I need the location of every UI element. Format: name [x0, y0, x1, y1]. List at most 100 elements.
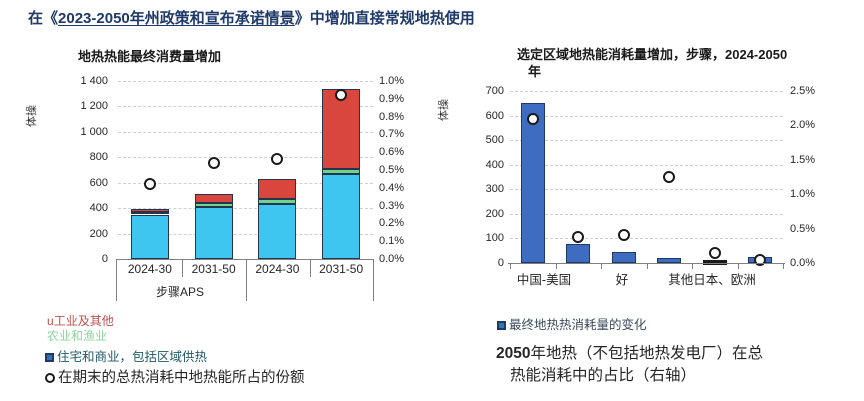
left-gridline	[118, 106, 373, 108]
caption-year: 2050	[496, 345, 531, 362]
share-dot	[708, 246, 721, 259]
bar-segment-red_bar	[130, 209, 169, 212]
right-chart-left-axis-tick-label: 700	[485, 85, 504, 97]
left-chart-y-axis-label: 体操	[26, 105, 38, 127]
category-tick	[646, 263, 648, 269]
left-axis-tick-label: 0	[101, 253, 108, 265]
left-chart-right-axis-tick-label: 0.3%	[379, 199, 405, 212]
right-chart-right-axis-tick-label: 2.5%	[790, 85, 816, 97]
category-tick	[601, 263, 602, 269]
share-dot	[207, 156, 220, 169]
bar-segment-cyan_bar	[322, 173, 361, 259]
right-legend-square-icon	[497, 321, 506, 330]
left-chart-right-axis-tick-label: 0.2%	[379, 217, 405, 230]
legend-label-industry: 工业及其他	[53, 314, 114, 328]
bar-black_bar	[702, 260, 727, 265]
left-axis-tick-label: 400	[89, 202, 108, 215]
right-chart-left-axis-tick-label: 400	[485, 158, 504, 171]
right-gridline	[510, 164, 783, 166]
right-gridline	[510, 140, 783, 142]
right-title-text: 选定区域地热能消耗量增加，步骤，	[517, 47, 726, 62]
bar-segment-green_bar	[130, 211, 169, 215]
bar-segment-red_bar	[258, 178, 297, 200]
legend-item-residential: 住宅和商业，包括区域供热	[45, 346, 207, 365]
share-dot	[663, 171, 676, 183]
left-chart-right-axis-tick-label: 0.4%	[379, 181, 405, 194]
category-tick	[737, 263, 739, 269]
right-chart-left-axis-tick-label: 600	[485, 109, 504, 122]
bar-segment-green_bar	[258, 199, 297, 204]
left-gridline	[118, 233, 373, 235]
left-gridline	[118, 157, 373, 159]
title-scenario-link: 2023-2050年州政策和宣布承诺情景	[58, 10, 295, 27]
legend-label-residential: 住宅和商业，包括区域供热	[57, 350, 208, 364]
left-axis-tick-label: 1 400	[80, 75, 108, 87]
left-x-category-label: 2031-50	[319, 262, 364, 276]
left-axis-tick-label: 1 000	[80, 125, 108, 138]
category-tick	[692, 263, 693, 269]
category-tick	[783, 263, 784, 269]
left-x-category-label: 2024-30	[127, 262, 172, 276]
category-tick	[182, 259, 183, 277]
left-x-axis-line	[116, 259, 373, 260]
right-chart-caption-line2: 热能消耗中的占比（右轴）	[510, 367, 697, 384]
right-chart-right-axis-tick-label: 1.0%	[790, 188, 816, 201]
share-dot	[617, 229, 630, 242]
right-gridline	[510, 91, 783, 92]
right-chart-caption-line1: 2050年地热（不包括地热发电厂）在总	[496, 341, 763, 363]
bar-segment-green_bar	[194, 203, 233, 207]
legend-label-share-note: 在期末的总热消耗中地热能所占的份额	[58, 370, 305, 386]
category-tick	[310, 259, 311, 277]
page-title: 在《2023-2050年州政策和宣布承诺情景》中增加直接常规地热使用	[28, 7, 475, 28]
right-x-category-label: 中国-美国	[516, 273, 572, 287]
bar-blue_bar	[566, 243, 591, 263]
left-axis-tick-label: 800	[89, 151, 108, 164]
right-chart-left-axis-tick-label: 100	[485, 232, 504, 245]
right-chart-right-axis-tick-label: 0.0%	[790, 257, 816, 269]
right-x-category-label: 其他日本、欧洲	[668, 273, 756, 287]
left-chart-right-axis-tick-label: 0.6%	[379, 146, 405, 159]
right-chart-left-axis-tick-label: 200	[485, 207, 504, 220]
left-x-category-label: 2024-30	[255, 262, 300, 276]
group-divider	[246, 259, 247, 301]
left-x-category-label: 2031-50	[191, 262, 236, 276]
right-chart-left-axis-tick-label: 300	[485, 183, 504, 196]
right-gridline	[510, 213, 783, 215]
legend-item-agriculture: 农业和渔业	[47, 327, 107, 344]
right-gridline	[510, 238, 783, 240]
title-pre: 在《	[28, 10, 59, 27]
legend-marker-u-icon: u	[47, 314, 54, 328]
right-chart-title-line1: 选定区域地热能消耗量增加，步骤，2024-2050	[517, 44, 787, 63]
right-chart-left-axis-tick-label: 0	[497, 257, 504, 269]
category-tick	[555, 263, 557, 269]
group-divider	[373, 259, 374, 301]
right-chart-left-axis-tick-label: 500	[485, 134, 504, 147]
left-gridline	[118, 131, 373, 133]
right-gridline	[510, 115, 783, 117]
share-dot	[271, 153, 284, 166]
right-gridline	[510, 189, 783, 191]
left-gridline	[118, 81, 373, 82]
legend-item-industry: u工业及其他	[47, 312, 114, 329]
left-chart-title: 地热热能最终消费量增加	[78, 49, 222, 64]
left-axis-tick-label: 600	[89, 176, 108, 189]
left-axis-tick-label: 1 200	[80, 100, 108, 113]
share-dot	[526, 113, 539, 126]
left-axis-tick-label: 200	[89, 227, 108, 240]
right-chart-legend-item: 最终地热热消耗量的变化	[497, 314, 647, 333]
right-x-category-label: 好	[615, 273, 629, 287]
category-tick	[510, 263, 511, 269]
left-chart-right-axis-tick-label: 0.5%	[379, 164, 405, 176]
right-chart-y-axis-label: 体操	[438, 99, 450, 121]
right-chart-title-line2: 年	[528, 64, 542, 79]
right-legend-label: 最终地热热消耗量的变化	[509, 318, 647, 332]
share-dot	[754, 253, 767, 266]
legend-square-icon	[45, 353, 54, 362]
legend-circle-icon	[45, 373, 55, 383]
left-chart-right-axis-tick-label: 0.1%	[379, 235, 405, 248]
right-chart-right-axis-tick-label: 0.5%	[790, 222, 816, 235]
left-gridline	[118, 208, 373, 210]
group-divider	[116, 259, 117, 301]
legend-label-agriculture: 农业和渔业	[47, 329, 108, 343]
bar-segment-cyan_bar	[130, 214, 169, 259]
